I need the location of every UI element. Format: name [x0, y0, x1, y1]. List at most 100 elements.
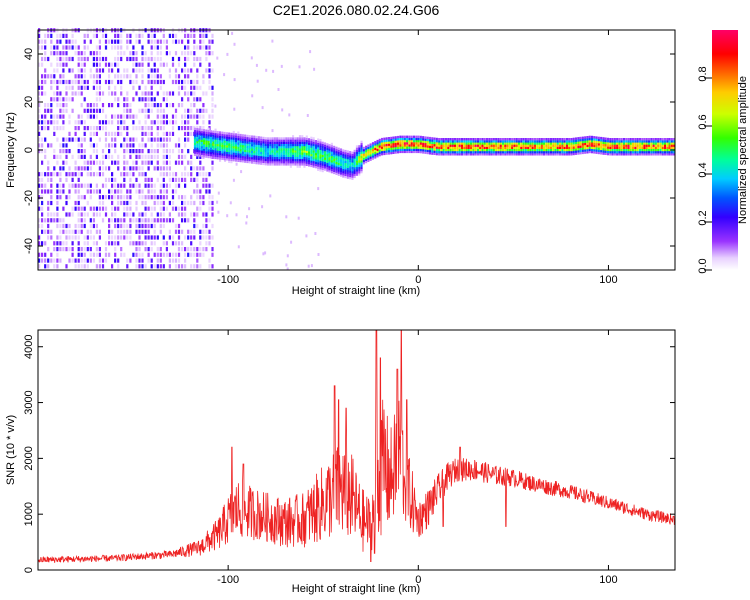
spectrogram-ridge-cell	[367, 144, 370, 147]
spectrogram-ridge-cell	[435, 146, 438, 149]
spectrogram-ridge-cell	[381, 142, 384, 145]
spectrogram-noise-cell	[83, 195, 86, 200]
x-tick-label: 100	[599, 274, 617, 286]
spectrogram-ridge-cell	[543, 146, 546, 149]
spectrogram-ridge-cell	[214, 145, 217, 149]
spectrogram-noise-cell	[165, 247, 168, 252]
spectrogram-ridge-cell	[406, 142, 409, 145]
spectrogram-ridge-cell	[223, 155, 226, 159]
spectrogram-noise-cell	[120, 189, 123, 194]
spectrogram-ridge-cell	[506, 148, 509, 152]
spectrogram-ridge-cell	[225, 138, 228, 142]
spectrogram-noise-cell	[162, 252, 165, 257]
spectrogram-noise-cell	[89, 137, 92, 142]
spectrogram-noise-cell	[86, 33, 89, 38]
spectrogram-noise-cell	[38, 91, 41, 96]
spectrogram-ridge-cell	[296, 152, 299, 155]
spectrogram-noise-cell	[181, 177, 184, 182]
spectrogram-ridge-cell	[219, 142, 222, 145]
spectrogram-ridge-cell	[597, 143, 600, 146]
spectrogram-ridge-cell	[401, 137, 404, 141]
spectrogram-ridge-cell	[449, 142, 452, 145]
spectrogram-ridge-cell	[367, 148, 370, 152]
spectrogram-noise-cell	[41, 143, 44, 148]
spectrogram-noise-cell	[135, 160, 138, 165]
spectrogram-ridge-cell	[330, 164, 333, 167]
spectrogram-ridge-cell	[552, 144, 555, 147]
spectrogram-noise-cell	[38, 235, 41, 240]
spectrogram-noise-cell	[53, 79, 56, 85]
spectrogram-noise-cell	[174, 68, 178, 73]
spectrogram-noise-cell	[123, 172, 126, 177]
spectrogram-ridge-cell	[387, 141, 390, 144]
spectrogram-noise-cell	[184, 143, 187, 148]
spectrogram-ridge-cell	[483, 151, 486, 154]
spectrogram-ridge-cell	[367, 146, 370, 150]
spectrogram-ridge-cell	[310, 145, 313, 148]
spectrogram-noise-cell	[80, 85, 83, 90]
spectrogram-noise-cell	[47, 218, 50, 223]
spectrogram-ridge-cell	[517, 151, 520, 154]
spectrogram-noise-cell	[135, 149, 138, 154]
spectrogram-ridge-cell	[264, 154, 267, 157]
spectrogram-noise-cell	[89, 247, 92, 252]
spectrogram-ridge-cell	[399, 144, 402, 147]
spectrogram-ridge-cell	[346, 169, 349, 173]
spectrogram-ridge-cell	[428, 149, 431, 153]
spectrogram-ridge-cell	[292, 150, 295, 153]
spectrogram-noise-cell	[205, 172, 208, 177]
spectrogram-ridge-cell	[433, 150, 436, 153]
spectrogram-ridge-cell	[237, 144, 240, 147]
spectrogram-ridge-cell	[554, 144, 557, 147]
spectrogram-ridge-cell	[324, 155, 327, 158]
spectrogram-ridge-cell	[312, 143, 315, 147]
spectrogram-ridge-cell	[232, 159, 235, 162]
spectrogram-ridge-cell	[638, 140, 641, 143]
spectrogram-ridge-cell	[294, 137, 297, 140]
spectrogram-noise-cell	[147, 97, 150, 102]
spectrogram-ridge-cell	[301, 161, 304, 164]
spectrogram-noise-cell	[196, 177, 199, 182]
spectrogram-ridge-cell	[620, 142, 623, 145]
spectrogram-noise-cell	[162, 62, 165, 67]
spectrogram-noise-cell	[117, 189, 120, 194]
spectrogram-noise-cell	[38, 131, 41, 136]
spectrogram-noise-cell	[144, 241, 147, 246]
spectrogram-ridge-cell	[422, 142, 425, 145]
spectrogram-ridge-cell	[349, 153, 352, 156]
spectrogram-noise-cell	[71, 252, 74, 257]
spectrogram-ridge-cell	[328, 144, 331, 147]
spectrogram-ridge-cell	[502, 153, 505, 156]
spectrogram-noise-cell	[165, 154, 168, 159]
spectrogram-noise-cell	[83, 212, 86, 217]
spectrogram-noise-cell	[144, 56, 147, 62]
spectrogram-ridge-cell	[648, 140, 651, 143]
spectrogram-noise-cell	[95, 229, 98, 234]
spectrogram-ridge-cell	[193, 127, 196, 131]
spectrogram-ridge-cell	[351, 162, 354, 165]
spectrogram-noise-cell	[199, 166, 202, 171]
spectrogram-noise-cell	[59, 183, 62, 188]
spectrogram-ridge-cell	[196, 141, 199, 144]
spectrogram-noise-cell	[156, 166, 159, 171]
spectrogram-ridge-cell	[627, 142, 630, 145]
spectrogram-ridge-cell	[561, 153, 564, 156]
spectrogram-noise-cell	[117, 183, 120, 188]
spectrogram-noise-cell	[156, 143, 159, 148]
spectrogram-ridge-cell	[287, 139, 290, 142]
spectrogram-noise-cell	[211, 51, 214, 56]
spectrogram-noise-cell	[132, 120, 135, 125]
spectrogram-noise-cell	[156, 218, 159, 223]
spectrogram-ridge-cell	[221, 133, 224, 137]
spectrogram-noise-cell	[89, 195, 92, 200]
spectrogram-ridge-cell	[524, 140, 527, 143]
spectrogram-noise-cell	[168, 103, 171, 108]
spectrogram-ridge-cell	[287, 163, 290, 166]
spectrogram-noise-cell	[50, 252, 53, 257]
spectrogram-ridge-cell	[253, 140, 256, 143]
spectrogram-ridge-cell	[513, 142, 516, 145]
spectrogram-ridge-cell	[442, 151, 445, 154]
spectrogram-ridge-cell	[559, 146, 562, 149]
spectrogram-ridge-cell	[419, 144, 422, 147]
spectrogram-ridge-cell	[524, 146, 527, 149]
